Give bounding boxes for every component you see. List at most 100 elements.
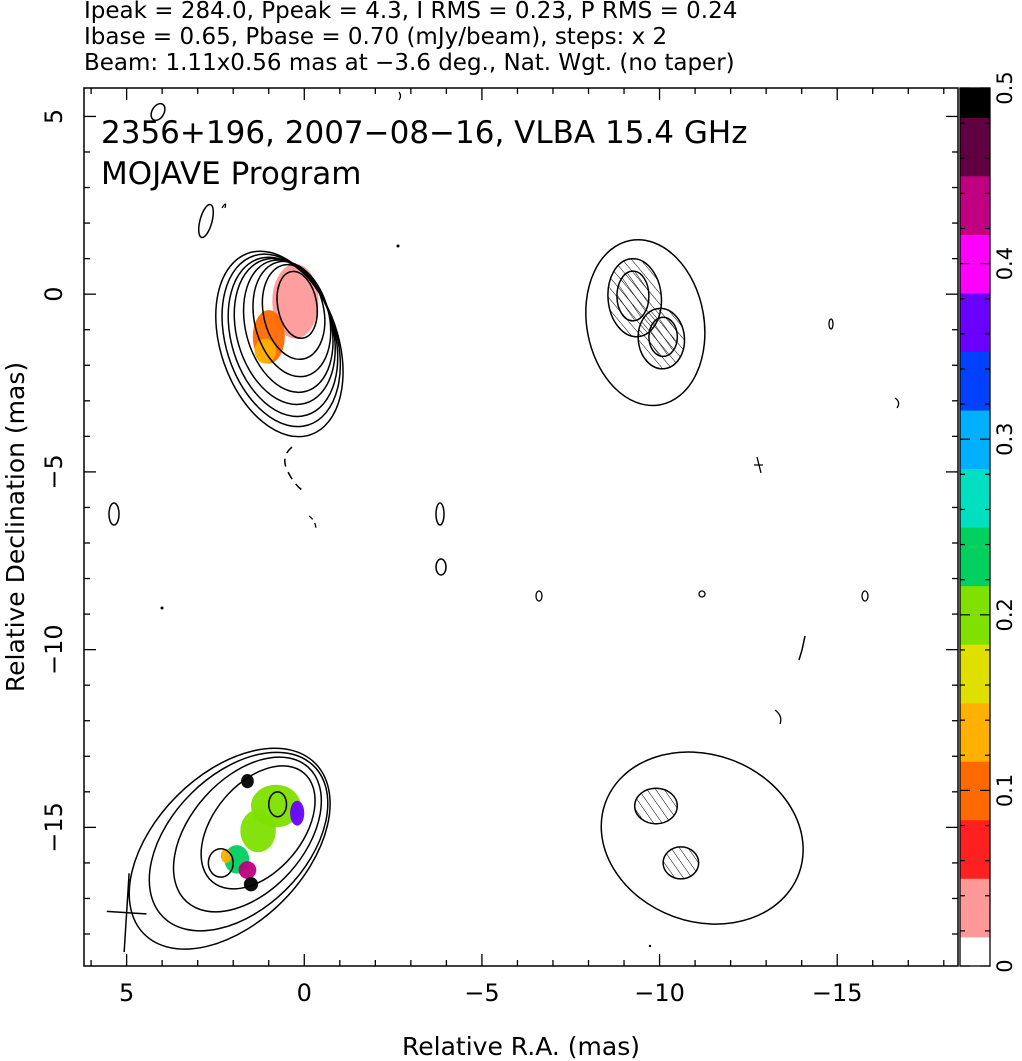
colorbar-segment bbox=[960, 651, 990, 660]
colorbar-segment bbox=[960, 146, 990, 155]
colorbar-segment bbox=[960, 227, 990, 235]
colorbar-segment bbox=[960, 717, 990, 726]
fractional-pol-blob bbox=[240, 809, 276, 853]
colorbar-segment bbox=[960, 775, 990, 784]
noise-contour bbox=[435, 502, 445, 526]
colorbar-segment bbox=[960, 834, 990, 843]
colorbar-segment bbox=[960, 929, 990, 938]
colorbar-tick-label: 0 bbox=[993, 959, 1017, 972]
colorbar-segment bbox=[960, 826, 990, 835]
colorbar-segment bbox=[960, 417, 990, 426]
intensity-contour bbox=[616, 270, 650, 322]
colorbar-segment bbox=[960, 205, 990, 213]
colorbar-segment bbox=[960, 936, 990, 945]
noise-contour bbox=[398, 91, 402, 101]
colorbar-segment bbox=[960, 680, 990, 689]
colorbar-segment bbox=[960, 380, 990, 389]
colorbar-segment bbox=[960, 702, 990, 711]
colorbar-segment bbox=[960, 673, 990, 682]
colorbar-segment bbox=[960, 307, 990, 316]
colorbar-tick-label: 0.1 bbox=[993, 774, 1017, 807]
colorbar-segment bbox=[960, 848, 990, 857]
colorbar-segment bbox=[960, 190, 990, 199]
noise-contour bbox=[160, 606, 164, 610]
colorbar-segment bbox=[960, 746, 990, 755]
colorbar: 0 0.1 0.2 0.3 0.4 0.5 bbox=[959, 71, 1017, 973]
colorbar-segment bbox=[960, 461, 990, 470]
colorbar-segment bbox=[960, 446, 990, 455]
colorbar-segment bbox=[960, 175, 990, 184]
colorbar-segment bbox=[960, 234, 990, 243]
colorbar-segment bbox=[960, 944, 990, 952]
colorbar-segment bbox=[960, 790, 990, 799]
colorbar-segment bbox=[960, 366, 990, 374]
noise-contour bbox=[396, 244, 400, 248]
intensity-contour bbox=[261, 263, 326, 361]
y-tick-label: −10 bbox=[40, 624, 68, 675]
colorbar-segment bbox=[960, 468, 990, 477]
intensity-contour bbox=[172, 756, 323, 913]
colorbar-tick-label: 0.3 bbox=[993, 422, 1017, 455]
intensity-contour bbox=[600, 751, 804, 925]
intensity-contour bbox=[276, 270, 319, 340]
intensity-contour bbox=[585, 238, 706, 407]
colorbar-segment bbox=[960, 168, 990, 177]
y-tick-label: −5 bbox=[40, 454, 68, 489]
colorbar-segment bbox=[960, 373, 990, 382]
colorbar-segment bbox=[960, 658, 990, 667]
noise-contours-layer bbox=[108, 91, 900, 948]
axis-ticks: 5 0 −5 −10 −15 5 0 −5 −10 −15 bbox=[40, 88, 958, 1007]
colorbar-segment bbox=[960, 724, 990, 733]
colorbar-segment bbox=[960, 505, 990, 513]
colorbar-segment bbox=[960, 453, 990, 462]
colorbar-segment bbox=[960, 322, 990, 331]
colorbar-segment bbox=[960, 519, 990, 528]
colorbar-segment bbox=[960, 292, 990, 301]
colorbar-segment bbox=[960, 124, 990, 133]
colorbar-segment bbox=[960, 161, 990, 170]
polarization-vector-hatch bbox=[634, 788, 678, 824]
colorbar-segment bbox=[960, 329, 990, 338]
colorbar-segment bbox=[960, 270, 990, 279]
colorbar-segment bbox=[960, 644, 990, 652]
colorbar-segment bbox=[960, 892, 990, 901]
colorbar-segment bbox=[960, 709, 990, 718]
colorbar-segment bbox=[960, 197, 990, 206]
colorbar-segment bbox=[960, 914, 990, 923]
x-axis-label: Relative R.A. (mas) bbox=[402, 1032, 640, 1061]
colorbar-segment bbox=[960, 592, 990, 601]
x-tick-label: 0 bbox=[297, 979, 312, 1007]
noise-contour bbox=[150, 102, 166, 122]
colorbar-segment bbox=[960, 344, 990, 352]
noise-contour bbox=[648, 944, 652, 948]
colorbar-segment bbox=[960, 695, 990, 704]
colorbar-segment bbox=[960, 534, 990, 543]
y-tick-label: 0 bbox=[40, 287, 68, 302]
colorbar-segment bbox=[960, 739, 990, 748]
colorbar-segment bbox=[960, 731, 990, 740]
noise-contour bbox=[798, 635, 806, 661]
colorbar-segment bbox=[960, 95, 990, 104]
fractional-polarization-layer bbox=[220, 258, 699, 892]
intensity-contour bbox=[267, 791, 288, 818]
colorbar-segment bbox=[960, 263, 990, 272]
colorbar-segment bbox=[960, 248, 990, 257]
colorbar-segment bbox=[960, 885, 990, 894]
colorbar-segment bbox=[960, 556, 990, 565]
colorbar-segment bbox=[960, 285, 990, 294]
colorbar-segment bbox=[960, 88, 990, 96]
x-tick-label: −10 bbox=[634, 979, 685, 1007]
polarization-vector-hatch bbox=[663, 846, 699, 879]
colorbar-segment bbox=[960, 636, 990, 645]
colorbar-segment bbox=[960, 402, 990, 411]
colorbar-segment bbox=[960, 314, 990, 323]
colorbar-segment bbox=[960, 219, 990, 228]
colorbar-segment bbox=[960, 841, 990, 850]
y-tick-label: 5 bbox=[40, 109, 68, 124]
colorbar-segment bbox=[960, 819, 990, 828]
fractional-pol-blob bbox=[272, 263, 319, 339]
colorbar-segment bbox=[960, 241, 990, 250]
colorbar-segment bbox=[960, 256, 990, 265]
noise-contour bbox=[221, 203, 227, 209]
beam-marker bbox=[106, 873, 147, 953]
